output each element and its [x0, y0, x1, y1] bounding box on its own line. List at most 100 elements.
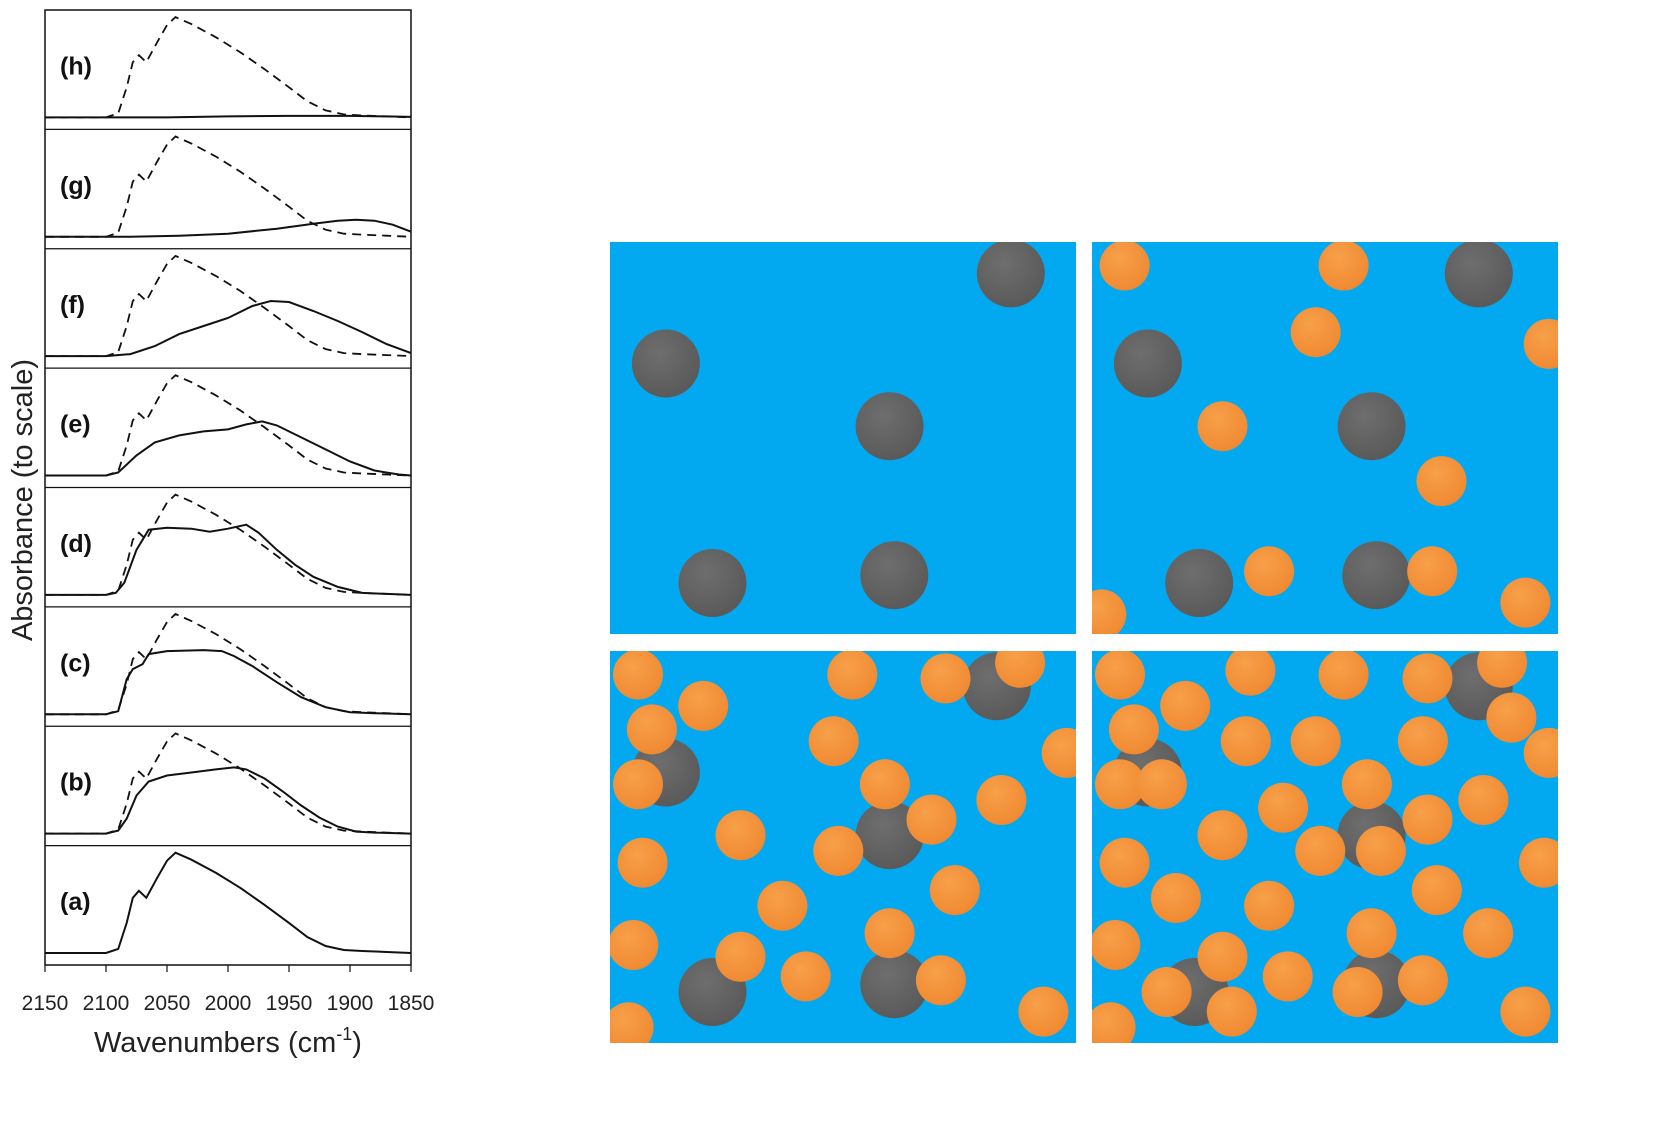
metal-sphere — [1197, 931, 1248, 982]
metal-sphere — [915, 955, 966, 1006]
x-tick-label: 2050 — [144, 992, 191, 1015]
metal-sphere — [1290, 307, 1341, 358]
metal-sphere — [1341, 759, 1392, 810]
metal-sphere — [715, 931, 766, 982]
x-tick-label: 2150 — [22, 992, 69, 1015]
metal-sphere — [780, 951, 831, 1002]
metal-sphere — [1519, 837, 1558, 888]
metal-sphere — [1150, 873, 1201, 923]
carbon-sphere — [1337, 392, 1406, 461]
x-axis-ticks: 2150 2100 2050 2000 1950 1900 1850 — [22, 965, 435, 1015]
metal-sphere — [1477, 651, 1528, 688]
illustration-panel-2 — [1092, 242, 1558, 634]
trace-line — [45, 218, 412, 238]
metal-sphere — [1500, 577, 1551, 628]
metal-sphere — [1290, 716, 1341, 767]
metal-sphere — [1500, 986, 1551, 1037]
metal-sphere — [1041, 727, 1076, 778]
metal-sphere — [1295, 825, 1346, 876]
metal-sphere — [827, 651, 878, 700]
metal-sphere — [1397, 955, 1448, 1006]
trace-dividers — [45, 128, 411, 847]
x-axis-label-superscript: -1 — [336, 1024, 352, 1044]
metal-sphere — [1220, 716, 1271, 767]
trace-label: (c) — [60, 649, 91, 677]
metal-sphere — [1346, 908, 1397, 959]
metal-sphere — [1258, 782, 1309, 833]
reference-trace-dashed — [45, 732, 412, 835]
illustration-panel-1 — [610, 242, 1076, 634]
trace-line — [45, 420, 412, 477]
trace-label: (f) — [60, 291, 85, 319]
metal-sphere — [995, 651, 1046, 688]
metal-sphere — [906, 794, 957, 845]
carbon-sphere — [860, 541, 929, 610]
carbon-sphere — [631, 329, 700, 398]
metal-sphere — [859, 759, 910, 810]
metal-sphere — [610, 920, 659, 970]
trace-label: (b) — [60, 769, 92, 797]
trace-line — [45, 649, 412, 716]
metal-sphere — [1523, 318, 1558, 369]
x-axis-label: Wavenumbers (cm-1) — [94, 1024, 362, 1059]
trace-line — [45, 523, 412, 596]
ir-spectra-chart: (a) (b) (c) (d) (e) (f) (g) (h) 2150 2100 2050 200… — [7, 9, 435, 1059]
metal-sphere — [626, 704, 677, 755]
carbon-sphere — [976, 242, 1045, 308]
metal-sphere — [1523, 727, 1558, 778]
illustration-panel-3 — [610, 651, 1076, 1043]
metal-sphere — [1397, 716, 1448, 767]
x-tick-label: 1950 — [266, 992, 313, 1015]
trace-label: (d) — [60, 530, 92, 558]
carbon-sphere — [855, 392, 924, 461]
metal-sphere — [610, 1002, 654, 1043]
metal-sphere — [1095, 759, 1145, 810]
metal-sphere — [1411, 865, 1462, 916]
trace-label: (e) — [60, 411, 91, 439]
x-tick-label: 2100 — [83, 992, 130, 1015]
metal-sphere — [808, 716, 859, 767]
metal-sphere — [1402, 653, 1453, 704]
metal-sphere — [1458, 775, 1509, 825]
trace-label: (a) — [60, 888, 91, 916]
trace-line — [45, 851, 412, 954]
metal-sphere — [1332, 967, 1383, 1017]
metal-sphere — [1262, 951, 1313, 1002]
metal-sphere — [1197, 401, 1248, 452]
metal-sphere — [1463, 908, 1514, 959]
metal-sphere — [1318, 242, 1369, 291]
metal-sphere — [1092, 1002, 1136, 1043]
metal-sphere — [1092, 589, 1127, 634]
trace-line — [45, 114, 412, 119]
metal-sphere — [1099, 242, 1150, 291]
carbon-sphere — [1113, 329, 1182, 398]
illustration-panel-4 — [1092, 651, 1558, 1043]
reference-trace-dashed — [45, 254, 412, 357]
trace-line — [45, 299, 412, 358]
trace-label: (h) — [60, 52, 92, 80]
reference-trace-dashed — [45, 16, 412, 119]
x-tick-label: 1850 — [388, 992, 435, 1015]
metal-sphere — [1136, 759, 1187, 810]
metal-sphere — [715, 810, 766, 861]
metal-sphere — [1141, 967, 1192, 1017]
trace-label: (g) — [60, 172, 92, 200]
metal-sphere — [617, 837, 668, 888]
reference-trace-dashed — [45, 374, 412, 477]
metal-sphere — [1486, 692, 1537, 743]
metal-sphere — [1318, 651, 1369, 700]
metal-sphere — [1244, 546, 1295, 597]
metal-sphere — [1160, 680, 1211, 731]
x-tick-label: 2000 — [205, 992, 252, 1015]
metal-sphere — [864, 908, 915, 959]
metal-sphere — [1225, 651, 1276, 696]
carbon-sphere — [1165, 549, 1234, 617]
metal-sphere — [813, 825, 864, 876]
carbon-sphere — [678, 549, 747, 617]
metal-sphere — [1018, 986, 1069, 1037]
metal-sphere — [1108, 704, 1159, 755]
carbon-sphere — [860, 950, 929, 1019]
metal-sphere — [678, 680, 729, 731]
metal-sphere — [613, 651, 663, 700]
metal-sphere — [1416, 456, 1467, 507]
